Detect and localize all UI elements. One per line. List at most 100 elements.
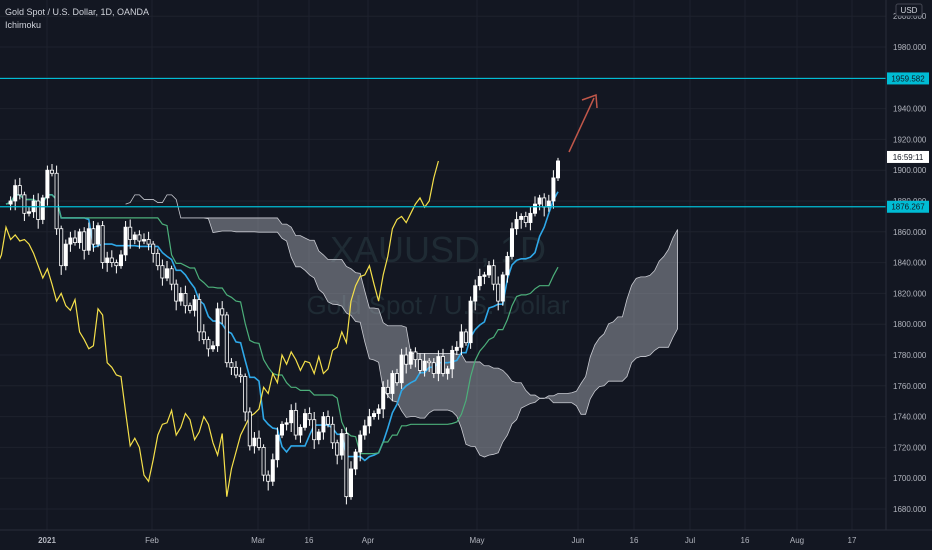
candle-bull	[399, 354, 404, 384]
grid-lines	[0, 0, 886, 530]
candle-bear	[243, 376, 248, 413]
candle-bear	[238, 374, 243, 377]
candle-bull	[367, 416, 372, 427]
candle-bear	[137, 234, 142, 242]
candle-bull	[477, 276, 482, 287]
time-axis[interactable]: 2021 Feb Mar 16 Apr May Jun 16 Jul 16 Aug 17	[0, 529, 932, 550]
candle-bull	[119, 254, 124, 267]
candle-bull	[459, 331, 464, 348]
candle-bull	[371, 413, 376, 417]
chart-legend: Gold Spot / U.S. Dollar, 1D, OANDA Ichim…	[5, 6, 149, 32]
candle-bull	[533, 203, 538, 214]
candle-bull	[215, 308, 220, 347]
symbol-title[interactable]: Gold Spot / U.S. Dollar, 1D, OANDA	[5, 7, 150, 17]
candle-bear	[229, 362, 234, 368]
horizontal-levels[interactable]	[0, 77, 886, 208]
candle-bull	[505, 256, 510, 276]
candle-bear	[427, 360, 432, 364]
candle-bear	[293, 410, 298, 436]
candle-bull	[26, 211, 31, 214]
current-time-tag	[887, 150, 929, 163]
y-tick-label: 1740.000	[893, 413, 927, 422]
candle-bear	[22, 194, 27, 214]
candle-bull	[105, 257, 110, 264]
x-tick-label: Apr	[362, 536, 375, 545]
candle-bear	[335, 442, 340, 456]
candle-bear	[307, 413, 312, 421]
candle-bear	[224, 314, 229, 364]
y-tick-label: 1900.000	[893, 166, 927, 175]
candle-bull	[284, 422, 289, 425]
x-tick-label: Mar	[251, 536, 265, 545]
projection-arrow[interactable]	[568, 93, 598, 153]
candle-bull	[445, 368, 450, 374]
candle-bull	[279, 423, 284, 436]
candle-bear	[330, 423, 335, 444]
candle-bear	[394, 373, 399, 384]
candle-bull	[509, 228, 514, 257]
candle-bull	[381, 386, 386, 410]
y-tick-label: 1940.000	[893, 105, 927, 114]
currency-label: USD	[901, 6, 918, 15]
x-tick-label: Jul	[685, 536, 695, 545]
lagging-span	[0, 160, 439, 497]
candle-bear	[256, 437, 261, 448]
candle-bear	[197, 299, 202, 333]
candle-bear	[344, 433, 349, 498]
candle-bear	[160, 265, 165, 279]
candle-bear	[187, 305, 192, 311]
candle-bull	[96, 225, 101, 245]
candle-bear	[91, 228, 96, 245]
candle-bear	[247, 411, 252, 447]
candle-bull	[63, 243, 68, 267]
candle-bull	[289, 410, 294, 424]
candle-bull	[408, 351, 413, 365]
candle-bull	[302, 413, 307, 428]
indicator-name[interactable]: Ichimoku	[5, 20, 42, 30]
y-tick-label: 1780.000	[893, 351, 927, 360]
candle-bear	[54, 172, 59, 230]
candle-bull	[514, 219, 519, 230]
y-tick-label: 1820.000	[893, 289, 927, 298]
x-tick-label: 16	[305, 536, 314, 545]
candle-bull	[192, 299, 197, 311]
candle-bear	[128, 226, 133, 240]
candle-bull	[450, 349, 455, 370]
candle-bull	[132, 234, 137, 240]
currency-badge[interactable]: USD	[895, 3, 923, 17]
candle-bear	[266, 474, 271, 482]
candle-bear	[73, 237, 78, 243]
candle-bull	[390, 373, 395, 394]
y-tick-label: 1760.000	[893, 382, 927, 391]
y-tick-label: 1800.000	[893, 320, 927, 329]
candle-bear	[496, 283, 501, 302]
candle-bear	[50, 169, 55, 174]
level-price-label: 1959.582	[891, 74, 925, 83]
candle-bull	[500, 274, 505, 302]
candle-bull	[528, 212, 533, 223]
candle-bear	[542, 197, 547, 208]
candle-bull	[339, 433, 344, 456]
candle-bull	[422, 360, 427, 371]
candle-bear	[491, 265, 496, 285]
x-tick-label: Feb	[145, 536, 159, 545]
x-tick-label: 16	[741, 536, 750, 545]
ichimoku-cloud	[125, 194, 678, 458]
arrow-head	[581, 93, 598, 109]
candle-bull	[436, 356, 441, 374]
level-price-tag	[887, 72, 929, 85]
y-tick-label: 2000.000	[893, 12, 927, 21]
candle-bull	[45, 169, 50, 199]
x-tick-label: 16	[630, 536, 639, 545]
candle-bull	[556, 160, 561, 179]
candle-bear	[220, 308, 225, 316]
candle-bull	[210, 345, 215, 350]
candle-bull	[348, 468, 353, 498]
current-time-label: 16:59:11	[893, 153, 924, 162]
price-axis[interactable]: 1680.000 1700.000 1720.000 1740.000 1760.000…	[885, 0, 932, 530]
candlestick-series	[8, 157, 561, 505]
candle-bull	[486, 265, 491, 276]
candle-bull	[275, 434, 280, 461]
candle-bear	[17, 185, 22, 196]
